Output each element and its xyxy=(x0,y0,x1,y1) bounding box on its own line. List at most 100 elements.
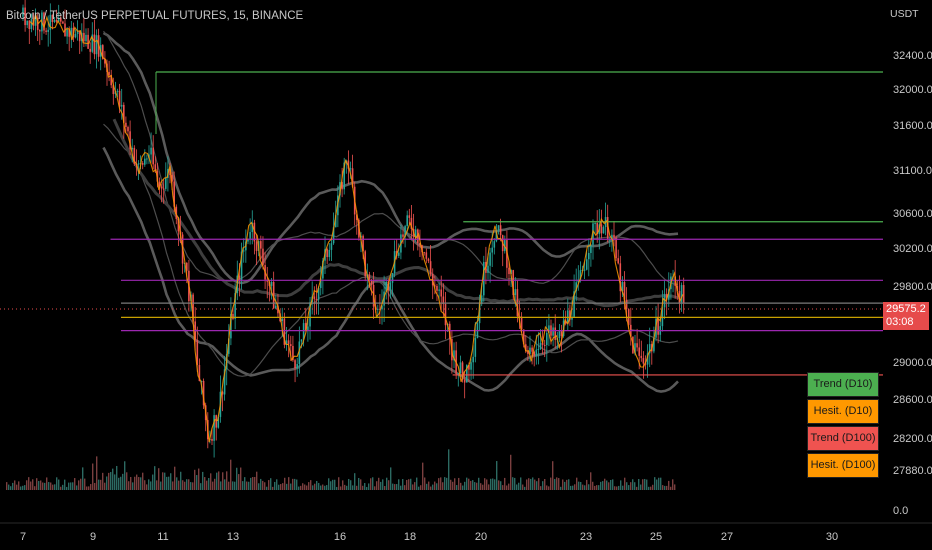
candle-body xyxy=(535,349,538,356)
volume-bar xyxy=(212,481,214,490)
x-tick-label: 30 xyxy=(826,531,838,543)
candle-body xyxy=(480,295,483,305)
candle-body xyxy=(489,252,491,266)
candle-body xyxy=(493,241,496,248)
volume-bar xyxy=(406,479,408,490)
volume-bar xyxy=(536,481,538,490)
volume-bar xyxy=(246,481,248,490)
volume-bar xyxy=(398,479,400,490)
volume-bar xyxy=(312,485,314,490)
volume-bar xyxy=(568,479,570,490)
candle-body xyxy=(470,362,472,370)
volume-bar xyxy=(128,481,130,490)
volume-bar xyxy=(390,467,392,490)
volume-bar xyxy=(376,481,378,490)
volume-bar xyxy=(510,454,512,490)
volume-bar xyxy=(540,486,542,490)
candle-body xyxy=(663,293,666,308)
candle-body xyxy=(118,90,121,107)
candle-body xyxy=(141,163,144,165)
volume-bar xyxy=(208,478,210,490)
candle-body xyxy=(62,21,64,24)
candle-body xyxy=(294,360,296,369)
volume-bar xyxy=(424,477,426,490)
candle-body xyxy=(171,175,173,182)
candle-body xyxy=(653,337,655,352)
candle-body xyxy=(453,350,455,361)
volume-bar xyxy=(628,485,630,490)
volume-bar xyxy=(606,480,608,490)
candle-body xyxy=(24,7,26,26)
volume-bar xyxy=(332,479,334,490)
volume-bar xyxy=(270,478,272,490)
candle-body xyxy=(569,310,571,320)
volume-bar xyxy=(294,478,296,490)
x-tick-label: 23 xyxy=(580,531,592,543)
candle-body xyxy=(116,90,119,92)
volume-bar xyxy=(548,486,550,490)
volume-bar xyxy=(58,479,60,490)
candle-body xyxy=(104,58,106,64)
candle-body xyxy=(644,363,647,365)
candle-body xyxy=(177,218,180,232)
volume-bar xyxy=(586,479,588,490)
volume-bar xyxy=(324,485,326,490)
candle-body xyxy=(125,122,127,128)
volume-bar xyxy=(400,485,402,490)
candle-body xyxy=(192,294,194,322)
volume-bar xyxy=(518,482,520,490)
candle-body xyxy=(162,188,165,190)
volume-bar xyxy=(268,480,270,490)
candle-body xyxy=(414,229,417,237)
candle-body xyxy=(93,34,96,55)
candle-body xyxy=(251,222,254,233)
volume-bar xyxy=(316,480,318,490)
candle-body xyxy=(137,163,140,165)
candle-body xyxy=(198,365,201,382)
candle-body xyxy=(546,332,548,346)
candle-body xyxy=(120,104,123,107)
volume-bar xyxy=(380,481,382,490)
volume-bar xyxy=(150,481,152,490)
volume-bar xyxy=(36,478,38,490)
candle-body xyxy=(53,19,56,22)
candle-body xyxy=(262,248,264,266)
volume-bar xyxy=(96,456,98,490)
candle-body xyxy=(520,316,523,330)
volume-bar xyxy=(444,477,446,490)
slow-average-line xyxy=(112,118,681,308)
x-axis: 7 9 11 13 16 18 20 23 25 27 30 xyxy=(20,531,838,543)
candle-body xyxy=(255,241,258,251)
volume-bar xyxy=(164,472,166,490)
volume-bar xyxy=(452,481,454,490)
volume-bar xyxy=(622,485,624,490)
candle-body xyxy=(539,342,542,349)
candle-body xyxy=(238,275,241,281)
x-tick-label: 7 xyxy=(20,531,26,543)
candle-body xyxy=(368,274,371,280)
candle-body xyxy=(522,329,525,345)
candle-body xyxy=(440,289,443,297)
candle-body xyxy=(74,34,77,38)
volume-bar xyxy=(468,478,470,490)
volume-bar xyxy=(492,478,494,490)
volume-bar xyxy=(596,485,598,490)
volume-bar xyxy=(292,478,294,490)
y-axis-unit: USDT xyxy=(890,8,919,20)
volume-bar xyxy=(378,477,380,490)
candle-body xyxy=(391,273,394,283)
volume-bar xyxy=(34,486,36,490)
volume-bar xyxy=(434,481,436,490)
candle-body xyxy=(68,29,70,37)
candle-body xyxy=(221,391,224,395)
candle-body xyxy=(223,369,226,395)
volume-bar xyxy=(178,480,180,490)
volume-bar xyxy=(514,477,516,490)
candle-body xyxy=(483,261,485,296)
volume-bar xyxy=(426,483,428,490)
volume-bar xyxy=(608,482,610,490)
volume-bar xyxy=(328,478,330,490)
volume-bar xyxy=(134,476,136,490)
volume-bar xyxy=(566,479,568,490)
